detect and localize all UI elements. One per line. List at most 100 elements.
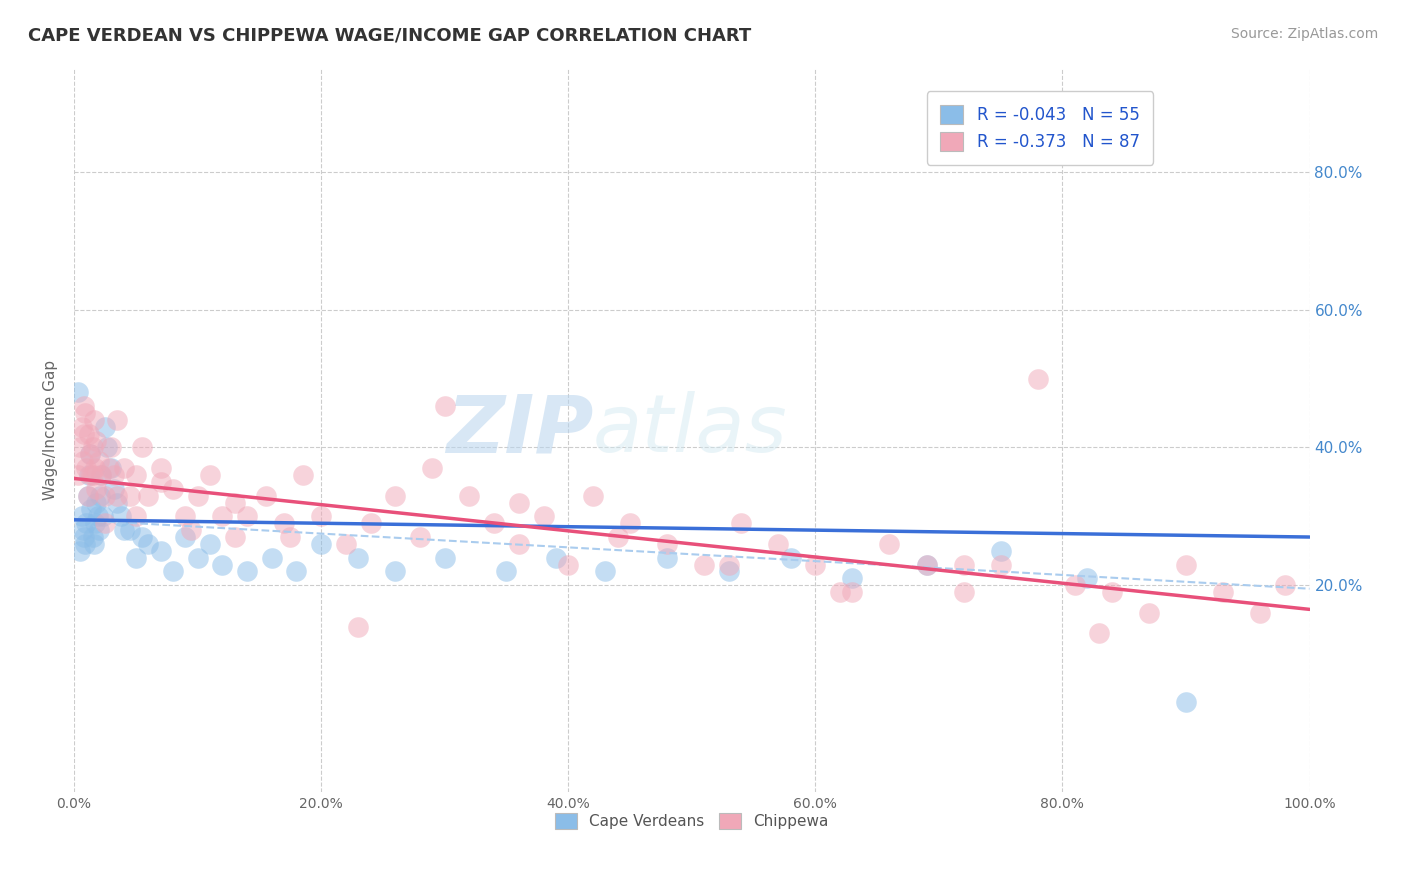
Point [198, 537, 221, 551]
Point [73, 426, 96, 441]
Point [482, 516, 505, 531]
Point [384, 565, 406, 579]
Point [1088, 626, 1111, 640]
Point [804, 558, 827, 572]
Point [285, 565, 308, 579]
Point [360, 516, 382, 531]
Point [94, 489, 117, 503]
Point [125, 550, 148, 565]
Text: CAPE VERDEAN VS CHIPPEWA WAGE/INCOME GAP CORRELATION CHART: CAPE VERDEAN VS CHIPPEWA WAGE/INCOME GAP… [28, 27, 751, 45]
Point [84, 516, 107, 531]
Text: Source: ZipAtlas.com: Source: ZipAtlas.com [1230, 27, 1378, 41]
Point [131, 530, 153, 544]
Point [125, 509, 148, 524]
Point [118, 523, 141, 537]
Point [174, 509, 197, 524]
Point [717, 565, 740, 579]
Point [779, 550, 801, 565]
Point [83, 413, 105, 427]
Point [72, 523, 94, 537]
Point [103, 482, 125, 496]
Point [125, 468, 148, 483]
Point [162, 565, 184, 579]
Point [1063, 578, 1085, 592]
Point [693, 558, 716, 572]
Point [1175, 558, 1198, 572]
Point [335, 537, 357, 551]
Point [224, 530, 246, 544]
Point [1026, 371, 1049, 385]
Point [174, 530, 197, 544]
Point [595, 565, 617, 579]
Point [236, 565, 259, 579]
Point [69, 441, 91, 455]
Point [582, 489, 605, 503]
Point [70, 509, 93, 524]
Point [149, 544, 172, 558]
Point [112, 523, 135, 537]
Y-axis label: Wage/Income Gap: Wage/Income Gap [44, 360, 58, 500]
Point [82, 441, 104, 455]
Point [990, 544, 1012, 558]
Point [79, 447, 101, 461]
Point [149, 461, 172, 475]
Point [254, 489, 277, 503]
Text: atlas: atlas [593, 392, 787, 469]
Point [94, 419, 117, 434]
Point [952, 558, 974, 572]
Point [458, 489, 481, 503]
Point [136, 489, 159, 503]
Point [66, 468, 89, 483]
Point [90, 468, 112, 483]
Point [952, 585, 974, 599]
Point [97, 461, 120, 475]
Text: ZIP: ZIP [446, 392, 593, 469]
Point [841, 571, 863, 585]
Point [112, 461, 135, 475]
Point [80, 502, 103, 516]
Point [508, 495, 530, 509]
Point [384, 489, 406, 503]
Point [433, 399, 456, 413]
Point [118, 489, 141, 503]
Point [73, 530, 96, 544]
Point [100, 441, 122, 455]
Point [75, 537, 97, 551]
Point [86, 509, 108, 524]
Point [495, 565, 517, 579]
Point [100, 461, 122, 475]
Point [198, 468, 221, 483]
Point [879, 537, 901, 551]
Point [422, 461, 444, 475]
Point [79, 447, 101, 461]
Point [162, 482, 184, 496]
Point [187, 550, 209, 565]
Point [655, 550, 678, 565]
Point [619, 516, 641, 531]
Point [768, 537, 790, 551]
Point [278, 530, 301, 544]
Point [105, 489, 128, 503]
Point [273, 516, 295, 531]
Point [84, 461, 107, 475]
Point [309, 537, 332, 551]
Point [533, 509, 555, 524]
Point [86, 495, 108, 509]
Point [655, 537, 678, 551]
Point [347, 550, 370, 565]
Point [66, 385, 89, 400]
Point [309, 509, 332, 524]
Point [1212, 585, 1234, 599]
Point [1175, 695, 1198, 709]
Point [1076, 571, 1098, 585]
Point [80, 468, 103, 483]
Point [90, 468, 112, 483]
Point [291, 468, 314, 483]
Point [730, 516, 752, 531]
Point [915, 558, 938, 572]
Point [70, 419, 93, 434]
Point [260, 550, 283, 565]
Point [236, 509, 259, 524]
Point [105, 413, 128, 427]
Point [915, 558, 938, 572]
